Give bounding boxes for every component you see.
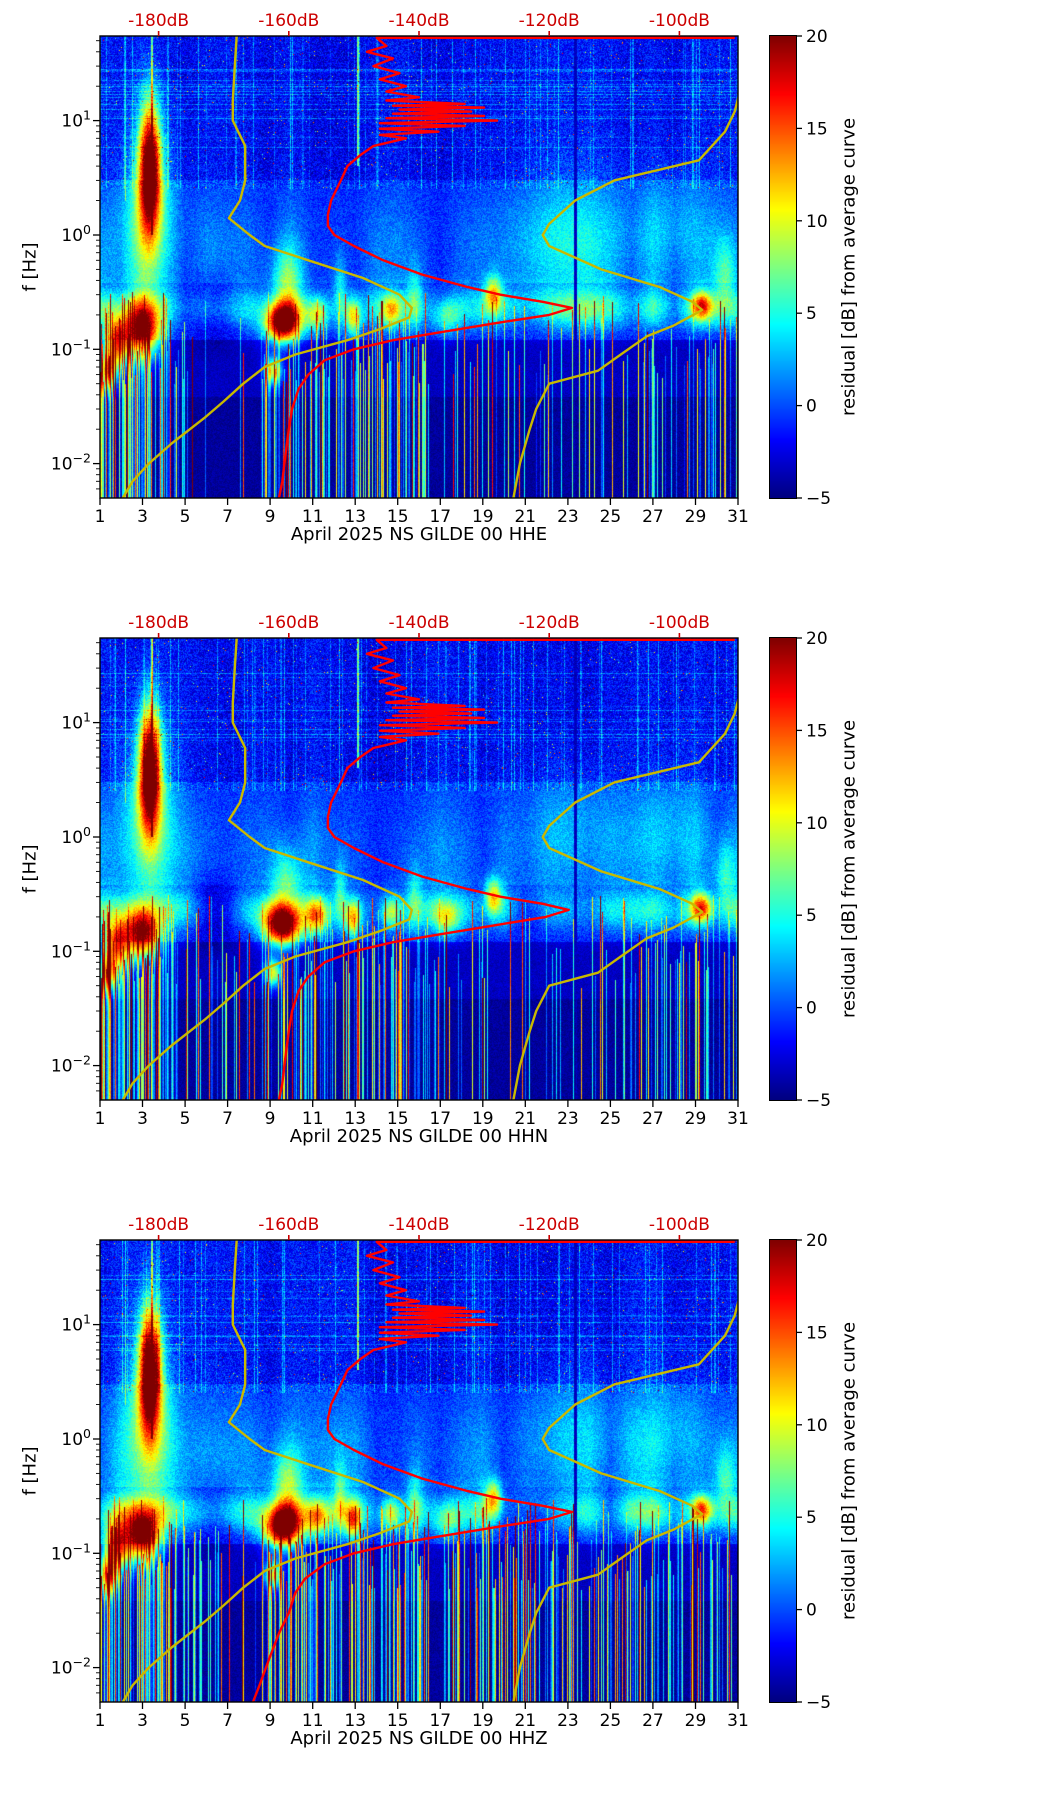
colorbar-tick-label: −5 [806, 489, 831, 509]
colorbar-tick-label: 20 [806, 27, 828, 47]
colorbar-tick-label: 10 [806, 1416, 828, 1436]
y-axis-label: f [Hz] [19, 1446, 41, 1496]
colorbar-tick-label: 5 [806, 1508, 817, 1528]
top-db-tick-label: -180dB [128, 11, 189, 31]
y-axis-label: f [Hz] [19, 242, 41, 292]
colorbar-tick-label: 0 [806, 999, 817, 1019]
x-ticks: 1 3 5 7 9 11 13 15 17 19 21 23 25 27 29 31 [95, 498, 749, 527]
top-db-tick-label: -160dB [258, 11, 319, 31]
y-tick-label: 100 [61, 824, 91, 848]
top-db-tick-label: -180dB [128, 1215, 189, 1235]
colorbar-label: residual [dB] from average curve [838, 719, 860, 1019]
x-ticks: 1 3 5 7 9 11 13 15 17 19 21 23 25 27 29 31 [95, 1702, 749, 1731]
y-tick-label: 10−1 [51, 938, 91, 962]
top-db-tick-label: -140dB [388, 1215, 449, 1235]
y-tick-label: 10−2 [51, 1655, 91, 1679]
colorbar-ticks: 20 15 10 5 0 −5 [797, 629, 831, 1111]
top-db-tick-label: -140dB [388, 11, 449, 31]
colorbar-gradient [769, 637, 797, 1101]
colorbar-gradient [769, 1239, 797, 1703]
top-db-ticks: -180dB -160dB -140dB -120dB -100dB [128, 1215, 710, 1240]
colorbar-gradient [769, 35, 797, 499]
colorbar-tick-label: 15 [806, 119, 828, 139]
y-tick-label: 100 [61, 1426, 91, 1450]
top-db-tick-label: -100dB [649, 613, 710, 633]
top-db-tick-label: -180dB [128, 613, 189, 633]
colorbar-ticks: 20 15 10 5 0 −5 [797, 27, 831, 509]
colorbar-label: residual [dB] from average curve [838, 1321, 860, 1621]
top-db-ticks: -180dB -160dB -140dB -120dB -100dB [128, 613, 710, 638]
y-tick-label: 101 [61, 108, 91, 132]
y-axis-label: f [Hz] [19, 844, 41, 894]
colorbar-tick-label: 15 [806, 721, 828, 741]
y-tick-label: 10−1 [51, 1540, 91, 1564]
top-db-tick-label: -120dB [519, 1215, 580, 1235]
top-db-ticks: -180dB -160dB -140dB -120dB -100dB [128, 11, 710, 36]
y-tick-label: 10−2 [51, 451, 91, 475]
top-db-tick-label: -120dB [519, 613, 580, 633]
x-axis-title: April 2025 NS GILDE 00 HHE [290, 524, 548, 545]
spectrogram-panel-hhz: 1 3 5 7 9 11 13 15 17 19 21 23 25 27 29 31 101 100 10−1 10−… [0, 1204, 1052, 1806]
colorbar-tick-label: −5 [806, 1693, 831, 1713]
top-db-tick-label: -160dB [258, 613, 319, 633]
colorbar-tick-label: 5 [806, 906, 817, 926]
x-ticks: 1 3 5 7 9 11 13 15 17 19 21 23 25 27 29 31 [95, 1100, 749, 1129]
colorbar-tick-label: 0 [806, 1601, 817, 1621]
top-db-tick-label: -160dB [258, 1215, 319, 1235]
y-ticks: 101 100 10−1 10−2 [51, 642, 100, 1092]
y-ticks: 101 100 10−1 10−2 [51, 40, 100, 490]
y-tick-label: 10−1 [51, 336, 91, 360]
spectrogram-heatmap [100, 36, 738, 498]
colorbar-tick-label: 20 [806, 629, 828, 649]
spectrogram-heatmap [100, 638, 738, 1100]
top-db-tick-label: -140dB [388, 613, 449, 633]
colorbar-ticks: 20 15 10 5 0 −5 [797, 1231, 831, 1713]
colorbar-tick-label: 20 [806, 1231, 828, 1251]
spectrogram-panel-hhe: 1 3 5 7 9 11 13 15 17 19 21 23 25 27 29 31 101 100 10−1 10−… [0, 0, 1052, 602]
x-axis-title: April 2025 NS GILDE 00 HHZ [290, 1728, 548, 1749]
y-tick-label: 100 [61, 222, 91, 246]
colorbar-tick-label: 10 [806, 212, 828, 232]
y-tick-label: 10−2 [51, 1053, 91, 1077]
top-db-tick-label: -120dB [519, 11, 580, 31]
y-tick-label: 101 [61, 710, 91, 734]
spectrogram-heatmap [100, 1240, 738, 1702]
colorbar-tick-label: 0 [806, 397, 817, 417]
colorbar-label: residual [dB] from average curve [838, 117, 860, 417]
colorbar-tick-label: 15 [806, 1323, 828, 1343]
y-tick-label: 101 [61, 1312, 91, 1336]
y-ticks: 101 100 10−1 10−2 [51, 1244, 100, 1694]
spectrogram-panel-hhn: 1 3 5 7 9 11 13 15 17 19 21 23 25 27 29 31 101 100 10−1 10−… [0, 602, 1052, 1204]
colorbar-tick-label: −5 [806, 1091, 831, 1111]
top-db-tick-label: -100dB [649, 1215, 710, 1235]
colorbar-tick-label: 5 [806, 304, 817, 324]
colorbar-tick-label: 10 [806, 814, 828, 834]
x-axis-title: April 2025 NS GILDE 00 HHN [289, 1126, 549, 1147]
top-db-tick-label: -100dB [649, 11, 710, 31]
